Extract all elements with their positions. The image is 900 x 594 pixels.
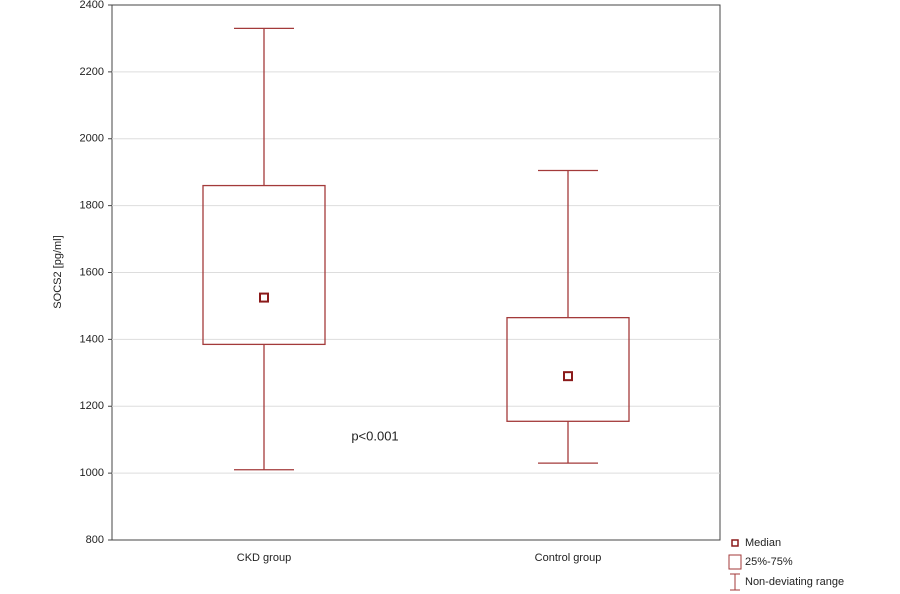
y-tick-label: 800 [86,534,104,546]
y-tick-label: 1400 [80,333,104,345]
y-tick-label: 2000 [80,133,104,145]
legend-label: Median [745,537,781,549]
x-tick-label: CKD group [237,552,291,564]
median-marker [259,292,269,303]
y-tick-label: 1200 [80,400,104,412]
y-tick-label: 1000 [80,467,104,479]
legend-label: 25%-75% [745,556,793,568]
y-tick-label: 1600 [80,266,104,278]
annotation: p<0.001 [351,428,398,443]
x-tick-label: Control group [535,552,602,564]
box [202,184,326,346]
legend-label: Non-deviating range [745,576,844,588]
legend-median-icon [731,539,739,547]
y-tick-label: 2400 [80,0,104,11]
y-tick-label: 1800 [80,200,104,212]
median-marker [563,371,573,382]
y-axis-label: SOCS2 [pg/ml] [52,235,64,308]
legend-box-icon [728,554,742,570]
box [506,316,630,422]
y-tick-label: 2200 [80,66,104,78]
